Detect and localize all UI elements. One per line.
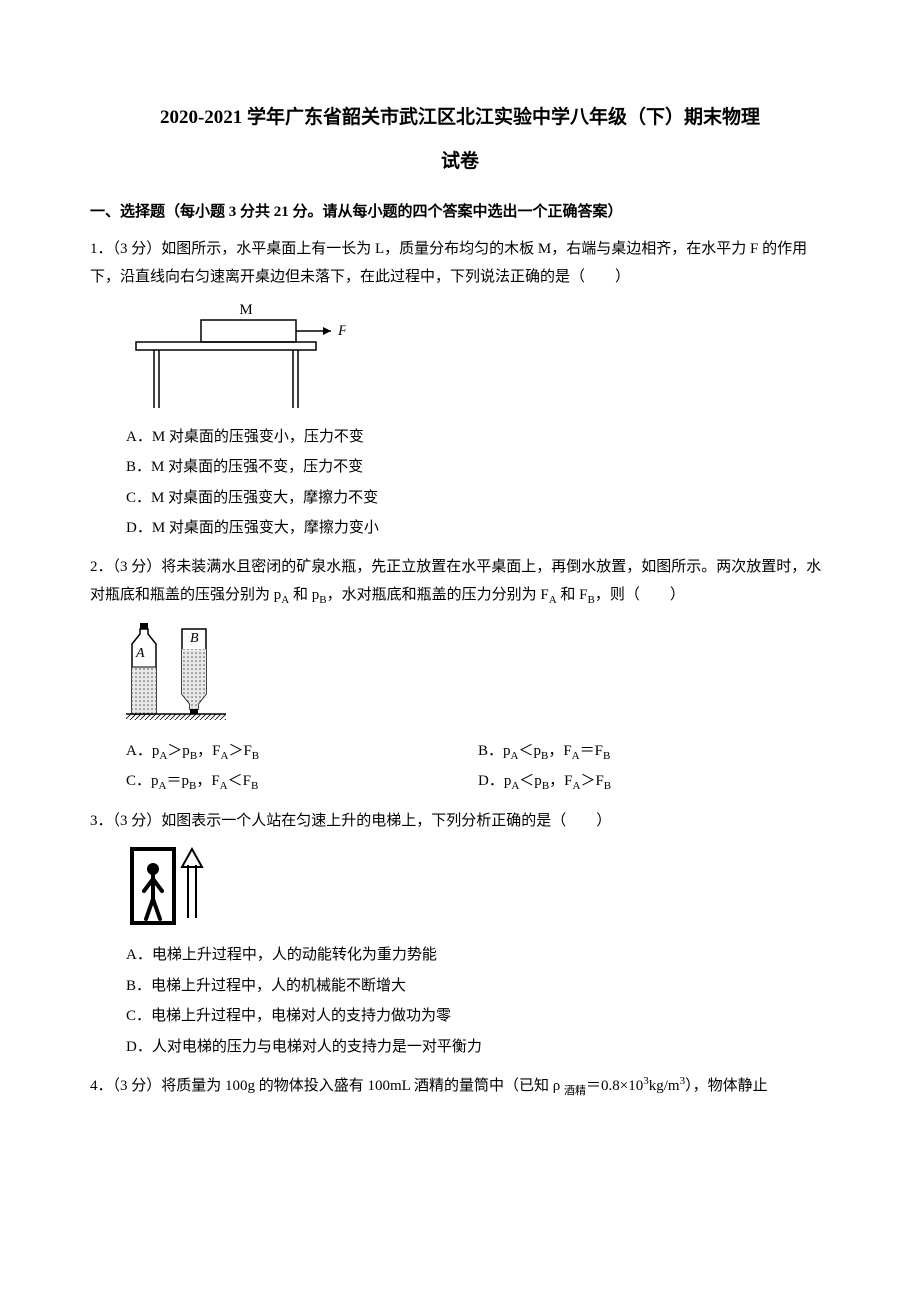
question-number: 2．（3 分） xyxy=(90,559,161,575)
option-c: C．M 对桌面的压强变大，摩擦力不变 xyxy=(126,484,830,513)
question-text: 2．（3 分）将未装满水且密闭的矿泉水瓶，先正立放置在水平桌面上，再倒水放置，如… xyxy=(90,553,830,611)
subscript: B xyxy=(587,594,594,606)
question-number: 3．（3 分） xyxy=(90,813,161,829)
question-body-part: kg/m xyxy=(649,1078,680,1094)
subscript: 酒精 xyxy=(564,1085,586,1097)
question-body-part: ，水对瓶底和瓶盖的压力分别为 F xyxy=(327,587,549,603)
question-number: 1．（3 分） xyxy=(90,241,161,257)
question-text: 1．（3 分）如图所示，水平桌面上有一长为 L，质量分布均匀的木板 M，右端与桌… xyxy=(90,235,830,292)
subscript: A xyxy=(549,594,557,606)
figure-3 xyxy=(126,843,830,933)
question-body-part: 将质量为 100g 的物体投入盛有 100mL 酒精的量筒中（已知 ρ xyxy=(161,1078,564,1094)
question-number: 4．（3 分） xyxy=(90,1078,161,1094)
question-body: 如图表示一个人站在匀速上升的电梯上，下列分析正确的是（ ） xyxy=(161,813,611,829)
option-a: A．pA＞pB，FA＞FB xyxy=(126,737,478,767)
options: A．电梯上升过程中，人的动能转化为重力势能 B．电梯上升过程中，人的机械能不断增… xyxy=(90,941,830,1061)
option-c: C．电梯上升过程中，电梯对人的支持力做功为零 xyxy=(126,1002,830,1031)
bottle-diagram: A B xyxy=(126,619,256,729)
option-d: D．pA＜pB，FA＞FB xyxy=(478,767,830,797)
question-body-part: 和 p xyxy=(289,587,319,603)
question-3: 3．（3 分）如图表示一个人站在匀速上升的电梯上，下列分析正确的是（ ） A．电… xyxy=(90,807,830,1062)
option-b: B．pA＜pB，FA＝FB xyxy=(478,737,830,767)
option-a: A．M 对桌面的压强变小，压力不变 xyxy=(126,423,830,452)
question-2: 2．（3 分）将未装满水且密闭的矿泉水瓶，先正立放置在水平桌面上，再倒水放置，如… xyxy=(90,553,830,797)
question-body-part: ，则（ ） xyxy=(595,587,685,603)
section-header: 一、选择题（每小题 3 分共 21 分。请从每小题的四个答案中选出一个正确答案） xyxy=(90,198,830,227)
svg-text:F: F xyxy=(337,323,346,339)
question-4: 4．（3 分）将质量为 100g 的物体投入盛有 100mL 酒精的量筒中（已知… xyxy=(90,1071,830,1102)
svg-text:B: B xyxy=(190,631,199,646)
subscript: B xyxy=(319,594,326,606)
question-text: 4．（3 分）将质量为 100g 的物体投入盛有 100mL 酒精的量筒中（已知… xyxy=(90,1071,830,1102)
question-body: 如图所示，水平桌面上有一长为 L，质量分布均匀的木板 M，右端与桌边相齐，在水平… xyxy=(90,241,807,286)
elevator-diagram xyxy=(126,843,226,933)
option-d: D．人对电梯的压力与电梯对人的支持力是一对平衡力 xyxy=(126,1033,830,1062)
figure-1: M F xyxy=(126,300,830,415)
option-d: D．M 对桌面的压强变大，摩擦力变小 xyxy=(126,514,830,543)
option-b: B．电梯上升过程中，人的机械能不断增大 xyxy=(126,972,830,1001)
table-block-diagram: M F xyxy=(126,300,346,415)
option-a: A．电梯上升过程中，人的动能转化为重力势能 xyxy=(126,941,830,970)
figure-2: A B xyxy=(126,619,830,729)
document-subtitle: 试卷 xyxy=(90,144,830,180)
options: A．pA＞pB，FA＞FB B．pA＜pB，FA＝FB C．pA＝pB，FA＜F… xyxy=(90,737,830,797)
option-b: B．M 对桌面的压强不变，压力不变 xyxy=(126,453,830,482)
option-c: C．pA＝pB，FA＜FB xyxy=(126,767,478,797)
question-text: 3．（3 分）如图表示一个人站在匀速上升的电梯上，下列分析正确的是（ ） xyxy=(90,807,830,836)
options: A．M 对桌面的压强变小，压力不变 B．M 对桌面的压强不变，压力不变 C．M … xyxy=(90,423,830,543)
question-body-part: ），物体静止 xyxy=(685,1078,768,1094)
svg-text:A: A xyxy=(135,646,145,661)
question-body-part: ＝0.8×10 xyxy=(586,1078,643,1094)
document-title: 2020-2021 学年广东省韶关市武江区北江实验中学八年级（下）期末物理 xyxy=(90,100,830,136)
question-body-part: 和 F xyxy=(557,587,588,603)
question-1: 1．（3 分）如图所示，水平桌面上有一长为 L，质量分布均匀的木板 M，右端与桌… xyxy=(90,235,830,543)
svg-text:M: M xyxy=(239,302,252,318)
